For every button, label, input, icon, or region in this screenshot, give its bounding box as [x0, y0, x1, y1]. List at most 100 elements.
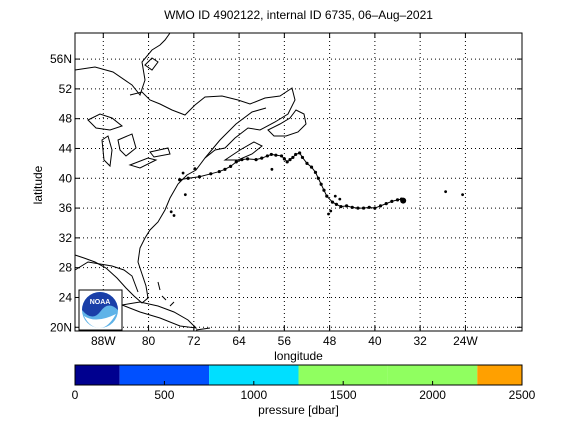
- great-lake-huron: [117, 133, 137, 157]
- float-position-point: [169, 210, 173, 214]
- float-position-point: [288, 158, 292, 162]
- coast-bahamas: [157, 281, 175, 307]
- lat-tick-label: 44: [59, 141, 73, 155]
- lat-tick-label: 32: [59, 231, 73, 245]
- float-position-point: [234, 160, 238, 164]
- float-position-point: [333, 194, 337, 198]
- colorbar-segment: [75, 365, 120, 385]
- float-position-point: [334, 202, 339, 206]
- great-lake-ontario: [149, 147, 171, 158]
- float-position-point: [265, 154, 269, 158]
- coast-hispaniola: [195, 327, 211, 331]
- lat-tick-label: 56N: [50, 52, 72, 66]
- colorbar-frame: [74, 364, 523, 386]
- float-position-point: [291, 155, 295, 160]
- colorbar-tick-label: 1000: [240, 388, 267, 402]
- float-position-point: [300, 155, 305, 160]
- lat-tick-label: 36: [59, 201, 73, 215]
- colorbar-tick-label: 2500: [509, 388, 536, 402]
- float-position-point: [260, 156, 264, 160]
- float-position-point: [223, 167, 227, 171]
- colorbar-segment: [387, 365, 478, 385]
- float-position-point: [274, 153, 278, 157]
- float-position-point: [444, 190, 448, 194]
- colorbar-segment: [209, 365, 299, 385]
- float-position-point: [209, 172, 213, 176]
- noaa-logo: NOAA: [78, 289, 123, 331]
- coast-nova-scotia: [223, 141, 263, 161]
- great-lake-superior: [87, 113, 124, 131]
- coast-newfoundland: [267, 109, 307, 137]
- colorbar-segment: [477, 365, 522, 385]
- coast-labrador: [74, 32, 171, 97]
- float-position-point: [329, 209, 333, 213]
- float-position-point: [172, 214, 176, 217]
- latitude-ticks: 56N 52 48 44 40 36 32 28 24 20N: [50, 52, 522, 334]
- lat-tick-label: 40: [59, 171, 73, 185]
- float-position-point: [378, 204, 383, 208]
- float-position-point: [269, 152, 273, 157]
- float-position-point: [356, 206, 360, 210]
- lon-tick-label: 80: [142, 334, 156, 348]
- great-lake-erie: [128, 157, 158, 169]
- float-position-point: [350, 205, 354, 209]
- plot-frame: [74, 32, 523, 332]
- float-position-point: [305, 161, 309, 165]
- float-position-point: [229, 164, 233, 168]
- float-position-point: [325, 194, 329, 198]
- float-position-point: [316, 176, 320, 180]
- float-position-point: [285, 160, 289, 164]
- y-axis-label: latitude: [31, 165, 45, 205]
- float-position-point: [330, 200, 335, 204]
- lon-tick-label: 24W: [453, 334, 478, 348]
- float-position-point: [390, 199, 394, 203]
- float-position-point: [367, 205, 371, 209]
- float-position-point: [186, 176, 190, 180]
- float-track: [178, 151, 407, 210]
- lon-tick-label: 32: [413, 334, 427, 348]
- float-position-point: [395, 198, 400, 202]
- float-position-point: [361, 206, 366, 210]
- float-position-point: [338, 197, 342, 201]
- map-title: WMO ID 4902122, internal ID 6735, 06–Aug…: [164, 8, 433, 22]
- float-position-point: [183, 193, 187, 197]
- colorbar-segment: [119, 365, 210, 385]
- longitude-ticks: 88W 80 72 64 56 48 40 32 24W: [91, 33, 478, 348]
- colorbar-segment: [298, 365, 388, 385]
- float-position-point: [344, 204, 349, 208]
- coast-st-lawrence: [204, 107, 267, 159]
- x-axis-label: longitude: [274, 349, 323, 363]
- float-position-point: [197, 175, 202, 179]
- coastlines: [74, 32, 307, 331]
- colorbar-ticks: 0 500 1000 1500 2000 2500: [72, 381, 536, 402]
- colorbar-label: pressure [dbar]: [258, 403, 339, 417]
- lon-tick-label: 64: [232, 334, 246, 348]
- float-position-point: [339, 204, 343, 209]
- lat-tick-label: 28: [59, 261, 73, 275]
- colorbar-tick-label: 2000: [419, 388, 446, 402]
- float-position-point: [327, 212, 330, 216]
- lon-tick-label: 40: [368, 334, 382, 348]
- lat-tick-label: 20N: [50, 320, 72, 334]
- float-position-point: [217, 169, 221, 174]
- colorbar-tick-label: 500: [154, 388, 174, 402]
- float-position-point: [461, 193, 464, 197]
- colorbar-tick-label: 1500: [330, 388, 357, 402]
- lon-tick-label: 72: [187, 334, 201, 348]
- float-position-point: [254, 158, 258, 162]
- noaa-logo-upper: [82, 292, 118, 317]
- float-position-point: [282, 157, 286, 161]
- lat-tick-label: 48: [59, 112, 73, 126]
- great-lake-michigan: [101, 135, 113, 168]
- float-position-point: [270, 167, 274, 171]
- noaa-logo-wave: [84, 314, 116, 328]
- gridlines: [75, 33, 522, 331]
- float-position-point: [298, 151, 302, 155]
- float-position-point: [178, 178, 182, 182]
- float-position-point: [181, 171, 185, 175]
- lon-tick-label: 56: [278, 334, 292, 348]
- noaa-logo-text: NOAA: [90, 299, 111, 306]
- float-position-point: [384, 202, 388, 206]
- coast-cuba: [120, 301, 198, 329]
